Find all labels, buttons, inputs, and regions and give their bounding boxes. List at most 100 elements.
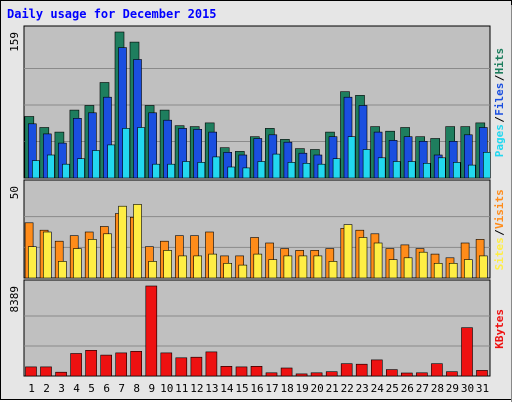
bar-pages-day-13	[212, 156, 221, 179]
x-tick-label-day-9: 9	[148, 382, 155, 395]
bar-pages-day-14	[227, 166, 236, 179]
bar-kbytes-day-24	[370, 359, 383, 377]
bar-kbytes-day-11	[175, 357, 188, 377]
x-tick-label-day-28: 28	[431, 382, 444, 395]
x-tick-label-day-17: 17	[265, 382, 278, 395]
bar-pages-day-21	[332, 158, 341, 179]
bar-sites-day-12	[193, 255, 202, 279]
x-tick-label-day-20: 20	[310, 382, 323, 395]
x-tick-label-day-31: 31	[476, 382, 489, 395]
x-tick-label-day-7: 7	[118, 382, 125, 395]
x-tick-label-day-4: 4	[73, 382, 80, 395]
bar-sites-day-26	[403, 257, 413, 279]
legend-kbytes: KBytes	[493, 309, 506, 349]
legend-visits: Visits	[493, 189, 506, 229]
bar-pages-day-9	[152, 163, 160, 179]
bar-pages-day-7	[122, 128, 130, 179]
bar-pages-day-31	[483, 152, 491, 179]
x-tick-label-day-13: 13	[205, 382, 218, 395]
bar-kbytes-day-31	[476, 370, 488, 377]
bar-sites-day-16	[253, 253, 263, 279]
x-tick-label-day-6: 6	[103, 382, 110, 395]
bar-kbytes-day-17	[265, 372, 278, 377]
x-tick-label-day-26: 26	[401, 382, 414, 395]
bar-pages-day-11	[182, 161, 190, 179]
bar-pages-day-6	[107, 144, 115, 179]
bar-sites-day-15	[238, 264, 248, 279]
bar-sites-day-28	[433, 262, 443, 279]
bar-sites-day-14	[223, 262, 232, 279]
bar-pages-day-24	[377, 157, 386, 179]
bar-pages-day-28	[437, 157, 446, 179]
bar-kbytes-day-30	[461, 327, 473, 377]
bar-kbytes-day-14	[220, 365, 233, 377]
x-tick-label-day-23: 23	[356, 382, 369, 395]
bar-kbytes-day-6	[100, 354, 112, 377]
bar-sites-day-22	[343, 224, 353, 279]
legend-sites: Sites	[493, 237, 506, 270]
bar-sites-day-27	[418, 251, 428, 279]
x-tick-label-day-25: 25	[386, 382, 399, 395]
bar-pages-day-26	[407, 161, 416, 179]
legend-pages: Pages	[493, 124, 506, 157]
bar-sites-day-1	[27, 246, 37, 279]
x-tick-label-day-2: 2	[43, 382, 50, 395]
bar-kbytes-day-16	[250, 365, 263, 377]
x-tick-label-day-19: 19	[295, 382, 308, 395]
x-tick-label-day-11: 11	[175, 382, 188, 395]
bar-pages-day-10	[167, 163, 175, 179]
bar-kbytes-day-19	[295, 373, 308, 377]
bar-kbytes-day-4	[70, 353, 82, 377]
bar-sites-day-21	[328, 261, 338, 279]
bar-pages-day-15	[242, 167, 251, 179]
x-tick-label-day-5: 5	[88, 382, 95, 395]
legend-hits: Hits	[493, 48, 506, 75]
bar-sites-day-30	[463, 259, 473, 279]
bar-sites-day-31	[478, 255, 488, 279]
bar-kbytes-day-12	[190, 356, 203, 377]
bar-pages-day-30	[468, 164, 476, 179]
bar-sites-day-29	[448, 262, 458, 279]
bar-pages-day-8	[137, 127, 145, 179]
x-tick-label-day-21: 21	[326, 382, 339, 395]
x-tick-label-day-24: 24	[371, 382, 385, 395]
bar-pages-day-22	[347, 136, 356, 179]
bar-kbytes-day-22	[340, 363, 353, 377]
x-tick-label-day-15: 15	[235, 382, 248, 395]
bar-kbytes-day-5	[85, 349, 97, 377]
bar-pages-day-3	[62, 163, 70, 179]
legend-separator: /	[493, 229, 506, 236]
bar-kbytes-day-23	[355, 363, 368, 377]
bar-sites-day-5	[88, 239, 97, 279]
legend-separator: /	[493, 74, 506, 81]
x-tick-label-day-14: 14	[220, 382, 234, 395]
legend-files: Files	[493, 83, 506, 116]
bar-sites-day-13	[208, 253, 217, 279]
bar-sites-day-23	[358, 237, 368, 279]
bar-pages-day-19	[302, 163, 311, 179]
bar-kbytes-day-8	[130, 350, 142, 377]
bar-sites-day-17	[268, 259, 278, 279]
bar-pages-day-2	[47, 154, 55, 179]
panel-middle-ymax-label: 50	[8, 186, 21, 199]
x-tick-label-day-22: 22	[341, 382, 354, 395]
bar-kbytes-day-21	[325, 371, 338, 377]
bar-pages-day-29	[452, 162, 461, 179]
bar-pages-day-27	[422, 163, 431, 179]
x-tick-label-day-10: 10	[160, 382, 173, 395]
bar-kbytes-day-13	[205, 351, 218, 377]
x-tick-label-day-12: 12	[190, 382, 203, 395]
bar-sites-day-10	[163, 250, 172, 279]
bar-pages-day-1	[32, 160, 40, 179]
bar-kbytes-day-15	[235, 366, 248, 377]
bar-kbytes-day-10	[160, 352, 173, 377]
legend-separator: /	[493, 116, 506, 123]
bar-pages-day-16	[257, 161, 266, 179]
bar-kbytes-day-27	[416, 372, 428, 377]
x-tick-label-day-3: 3	[58, 382, 65, 395]
bar-sites-day-20	[313, 255, 323, 279]
x-tick-label-day-16: 16	[250, 382, 263, 395]
bar-kbytes-day-29	[446, 371, 458, 377]
x-tick-label-day-30: 30	[461, 382, 474, 395]
